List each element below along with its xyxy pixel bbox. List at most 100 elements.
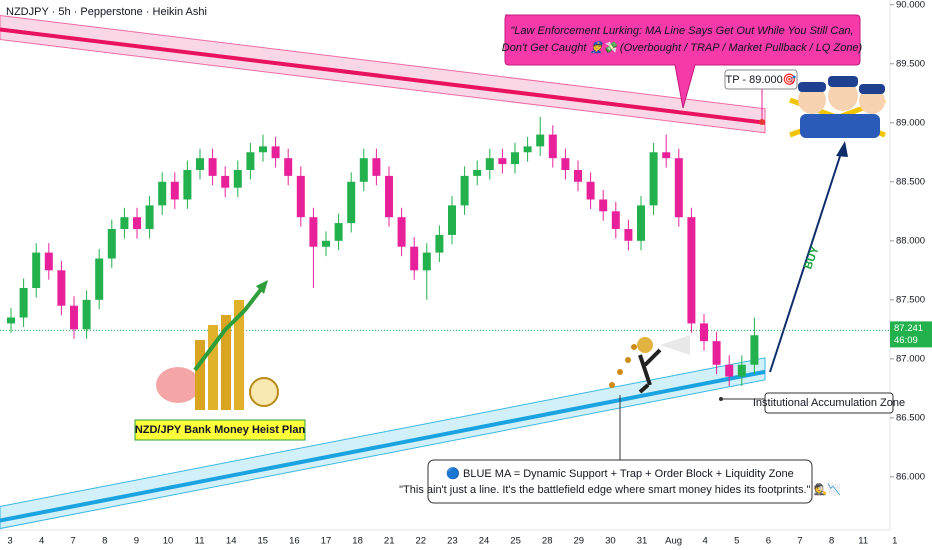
- candle-body: [561, 158, 570, 170]
- candle-body: [574, 169, 582, 182]
- x-tick-label: 21: [384, 536, 395, 547]
- y-tick-label: 86.500: [896, 412, 925, 423]
- x-tick-label: 30: [605, 536, 616, 547]
- candle-body: [347, 181, 356, 224]
- x-tick-label: 8: [102, 536, 107, 547]
- x-tick-label: 3: [7, 536, 12, 547]
- note-text: "This ain't just a line. It's the battle…: [399, 483, 841, 496]
- x-tick-label: 16: [289, 536, 300, 547]
- x-tick-label: 10: [163, 536, 174, 547]
- candle-body: [107, 228, 116, 259]
- candle-body: [44, 252, 53, 271]
- y-tick-label: 90.000: [896, 0, 925, 10]
- candle-body: [170, 181, 179, 200]
- candle-body: [737, 364, 746, 377]
- x-tick-label: 24: [479, 536, 490, 547]
- x-tick-label: 17: [321, 536, 332, 547]
- candle-body: [32, 252, 41, 289]
- candle-body: [523, 146, 532, 153]
- x-tick-label: 31: [637, 536, 648, 547]
- x-tick-label: 4: [703, 536, 708, 547]
- x-tick-label: 6: [766, 536, 771, 547]
- resistance-line: [0, 27, 766, 125]
- last-price-label: 87.241: [894, 323, 923, 334]
- candle-body: [448, 205, 456, 235]
- x-tick-label: Aug: [665, 536, 682, 547]
- callout-text: Don't Get Caught 👮💸 (Overbought / TRAP /…: [502, 40, 863, 54]
- x-tick-label: 7: [797, 536, 802, 547]
- candle-body: [158, 181, 167, 206]
- y-tick-label: 87.000: [896, 353, 925, 364]
- x-tick-label: 22: [416, 536, 427, 547]
- x-tick-label: 1: [892, 536, 897, 547]
- countdown-label: 46:09: [894, 335, 918, 346]
- y-tick-label: 88.000: [896, 235, 925, 246]
- x-tick-label: 14: [226, 536, 237, 547]
- chart-title: NZDJPY · 5h · Pepperstone · Heikin Ashi: [6, 6, 207, 18]
- candle-body: [359, 158, 368, 182]
- support-band: [0, 357, 766, 530]
- x-tick-label: 8: [829, 536, 834, 547]
- candle-body: [259, 146, 267, 153]
- note-box: [427, 459, 813, 504]
- candle-body: [7, 317, 15, 324]
- last-price-box: [890, 321, 932, 348]
- candle-body: [725, 364, 734, 377]
- candle-body: [410, 246, 419, 271]
- zone-box: [764, 392, 894, 414]
- candle-body: [208, 158, 217, 176]
- x-tick-label: 9: [134, 536, 139, 547]
- y-tick-label: 89.000: [896, 117, 925, 128]
- candle-body: [120, 217, 129, 229]
- x-tick-label: 18: [352, 536, 363, 547]
- zone-dot: [719, 397, 723, 401]
- candle-body: [649, 152, 658, 206]
- candle-body: [422, 252, 431, 271]
- x-tick-label: 15: [258, 536, 269, 547]
- tp-dot: [759, 119, 765, 125]
- candle-body: [498, 158, 507, 165]
- police-illustration: [789, 76, 886, 138]
- candle-body: [296, 175, 305, 218]
- y-tick-label: 89.500: [896, 58, 925, 69]
- candle-body: [536, 134, 545, 147]
- plan-box: [134, 419, 306, 441]
- x-tick-label: 11: [195, 536, 205, 547]
- candle-body: [662, 152, 671, 159]
- candle-body: [599, 199, 608, 212]
- candle-body: [57, 270, 66, 306]
- candle-body: [385, 175, 393, 218]
- x-tick-label: 5: [734, 536, 739, 547]
- money-illustration: [156, 280, 279, 410]
- candle-body: [284, 158, 293, 176]
- candle-body: [397, 217, 406, 247]
- candle-body: [460, 175, 469, 206]
- candle-body: [624, 228, 633, 241]
- y-tick-label: 86.000: [896, 471, 925, 482]
- candle-body: [485, 158, 494, 170]
- candle-body: [712, 341, 721, 365]
- candle-body: [95, 258, 104, 300]
- candle-body: [145, 205, 154, 229]
- note-text: 🔵 BLUE MA = Dynamic Support + Trap + Ord…: [446, 467, 794, 480]
- x-tick-label: 29: [574, 536, 585, 547]
- candle-body: [548, 134, 557, 159]
- x-tick-label: 28: [542, 536, 553, 547]
- candle-body: [133, 217, 141, 229]
- candle-body: [473, 169, 482, 176]
- x-tick-label: 25: [510, 536, 521, 547]
- callout-text: "Law Enforcement Lurking: MA Line Says G…: [510, 25, 853, 37]
- callout-box: [504, 14, 861, 109]
- x-tick-label: 7: [71, 536, 76, 547]
- tp-box: [724, 69, 798, 90]
- candle-body: [511, 152, 519, 165]
- candle-body: [233, 169, 242, 188]
- zone-label: Institutional Accumulation Zone: [753, 397, 905, 409]
- candle-body: [637, 205, 645, 241]
- x-tick-label: 11: [858, 536, 868, 547]
- buy-arrowhead: [836, 141, 848, 157]
- candle-body: [70, 305, 78, 330]
- candle-body: [196, 158, 204, 170]
- candle-body: [700, 323, 708, 342]
